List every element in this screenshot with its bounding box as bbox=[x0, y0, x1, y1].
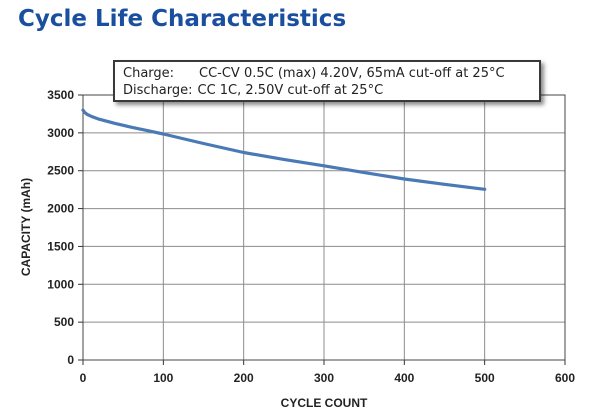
x-tick-label: 0 bbox=[80, 371, 87, 385]
x-axis-label: CYCLE COUNT bbox=[281, 396, 368, 410]
y-tick-label: 3000 bbox=[47, 126, 74, 140]
grid-lines bbox=[82, 94, 566, 361]
y-tick-label: 2000 bbox=[47, 202, 74, 216]
x-tick-label: 400 bbox=[394, 371, 414, 385]
charge-condition: Charge: CC-CV 0.5C (max) 4.20V, 65mA cut… bbox=[123, 65, 531, 82]
x-tick-label: 600 bbox=[555, 371, 575, 385]
y-tick-label: 500 bbox=[54, 315, 74, 329]
test-conditions-box: Charge: CC-CV 0.5C (max) 4.20V, 65mA cut… bbox=[113, 60, 541, 102]
capacity-series-line bbox=[81, 108, 487, 191]
y-tick-labels: 0 500 1000 1500 2000 2500 3000 3500 bbox=[47, 88, 74, 367]
y-tick-label: 1500 bbox=[47, 239, 74, 253]
discharge-condition: Discharge: CC 1C, 2.50V cut-off at 25°C bbox=[123, 82, 531, 99]
axes bbox=[78, 94, 566, 365]
data-series bbox=[81, 108, 487, 191]
x-tick-label: 300 bbox=[314, 371, 334, 385]
y-tick-label: 0 bbox=[67, 353, 74, 367]
discharge-key: Discharge: bbox=[123, 83, 193, 98]
charge-value: CC-CV 0.5C (max) 4.20V, 65mA cut-off at … bbox=[199, 66, 505, 81]
charge-key: Charge: bbox=[123, 66, 175, 81]
y-tick-label: 2500 bbox=[47, 164, 74, 178]
discharge-value: CC 1C, 2.50V cut-off at 25°C bbox=[197, 83, 384, 98]
y-tick-label: 3500 bbox=[47, 88, 74, 102]
y-tick-label: 1000 bbox=[47, 277, 74, 291]
x-tick-label: 200 bbox=[234, 371, 254, 385]
chart-title: Cycle Life Characteristics bbox=[18, 6, 347, 32]
x-tick-labels: 0 100 200 300 400 500 600 bbox=[80, 371, 576, 385]
x-tick-label: 500 bbox=[475, 371, 495, 385]
x-tick-label: 100 bbox=[153, 371, 173, 385]
y-axis-label: CAPACITY (mAh) bbox=[19, 178, 33, 276]
